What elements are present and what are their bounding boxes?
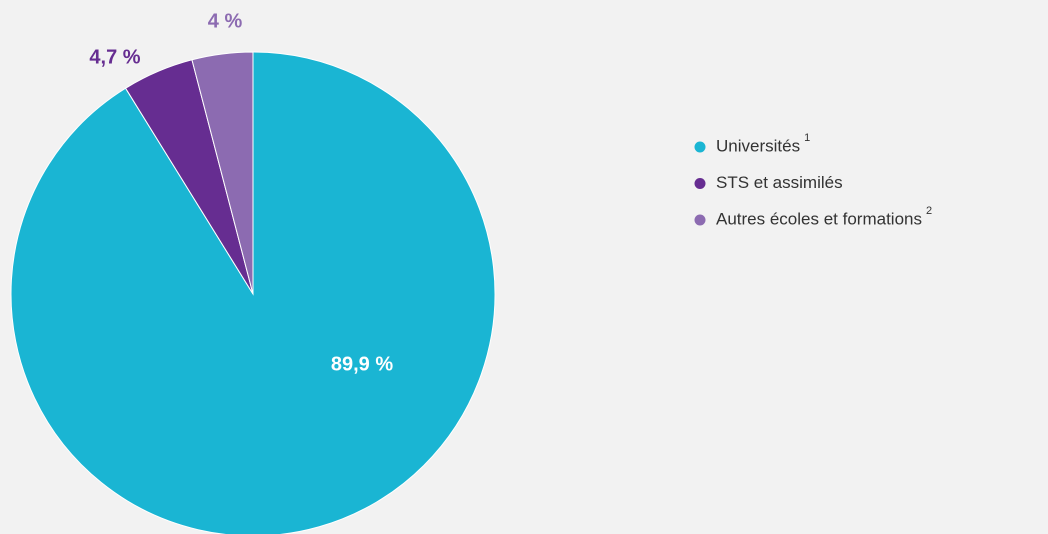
legend-footnote: 2 [926, 205, 932, 217]
legend-dot [694, 214, 706, 226]
pie-slice [191, 51, 254, 295]
value-label: 89,9 % [331, 353, 393, 375]
legend-label: STS et assimilés [716, 173, 843, 192]
value-label: 4,7 % [89, 46, 140, 68]
value-label: 4 % [208, 10, 243, 32]
legend-label: Universités [716, 136, 800, 155]
legend-dot [694, 141, 706, 153]
pie-slice [10, 51, 496, 534]
legend-footnote: 1 [804, 132, 810, 144]
legend-dot [694, 178, 706, 189]
legend-label: Autres écoles et formations [716, 209, 922, 228]
